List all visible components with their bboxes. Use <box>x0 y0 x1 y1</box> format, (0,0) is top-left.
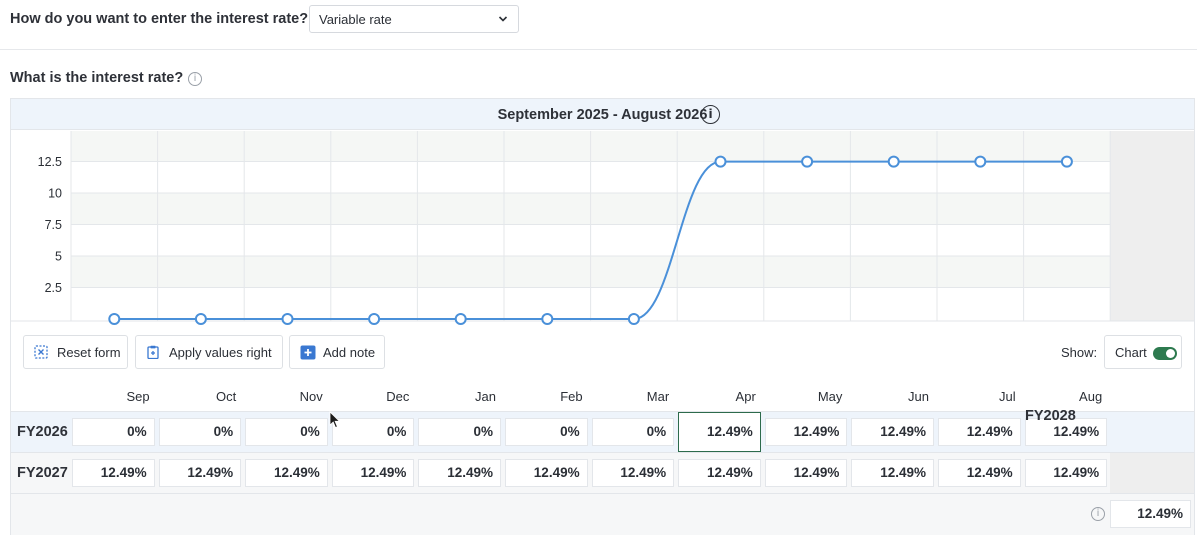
apply-values-right-button[interactable]: Apply values right <box>135 335 283 369</box>
rate-cell[interactable]: 0% <box>418 418 501 446</box>
rate-cell[interactable]: 12.49% <box>851 418 934 446</box>
add-note-label: Add note <box>323 344 376 360</box>
mouse-cursor-icon <box>329 411 341 429</box>
month-header: Aug <box>1079 389 1103 404</box>
month-header: Dec <box>386 389 410 404</box>
rate-cell[interactable]: 12.49% <box>245 459 328 487</box>
rate-cell[interactable]: 12.49% <box>851 459 934 487</box>
y-tick-label: 12.5 <box>38 155 62 169</box>
reset-form-button[interactable]: Reset form <box>23 335 128 369</box>
fy2028-info-icon[interactable]: i <box>1091 507 1105 521</box>
month-header: Sep <box>126 389 150 404</box>
rate-entry-question: How do you want to enter the interest ra… <box>10 11 309 27</box>
clipboard-icon <box>146 345 160 360</box>
y-tick-label: 5 <box>55 250 62 264</box>
rate-cell[interactable]: 0% <box>72 418 155 446</box>
rate-cell[interactable]: 12.49% <box>678 412 761 452</box>
month-header: Jan <box>475 389 496 404</box>
data-point[interactable] <box>627 313 640 325</box>
rate-cell[interactable]: 12.49% <box>505 459 588 487</box>
rate-cell[interactable]: 0% <box>591 418 675 446</box>
rate-cell[interactable]: 12.49% <box>591 459 675 487</box>
chart-toggle[interactable]: Chart <box>1104 335 1182 369</box>
data-point[interactable] <box>974 155 987 168</box>
rate-cell[interactable]: 12.49% <box>764 459 848 487</box>
rate-cell[interactable]: 12.49% <box>678 459 761 487</box>
toggle-knob <box>1166 349 1175 358</box>
rate-cell[interactable]: 12.49% <box>72 459 155 487</box>
info-icon[interactable]: i <box>188 72 202 86</box>
out-of-range-area <box>1110 131 1194 321</box>
rate-cell[interactable]: 0% <box>245 418 328 446</box>
month-header: Jun <box>908 389 929 404</box>
month-header: Feb <box>560 389 583 404</box>
data-point[interactable] <box>1060 155 1073 168</box>
rate-cell[interactable]: 12.49% <box>938 459 1021 487</box>
month-header: Jul <box>998 389 1016 404</box>
rate-entry-row: How do you want to enter the interest ra… <box>0 0 1197 50</box>
rate-entry-selected-value: Variable rate <box>319 12 392 27</box>
rate-cell[interactable]: 12.49% <box>418 459 501 487</box>
data-point[interactable] <box>108 313 121 325</box>
data-point[interactable] <box>368 313 381 325</box>
fy-row-label: FY2027 <box>17 465 68 481</box>
fy2028-label: FY2028 <box>1025 408 1076 424</box>
rate-entry-select[interactable]: Variable rate <box>309 5 519 33</box>
rate-cell[interactable]: 12.49% <box>938 418 1021 446</box>
interest-rate-panel: September 2025 - August 2026 i 2.5 5 7.5 10… <box>10 98 1195 535</box>
month-header: May <box>817 389 843 404</box>
fy2028-value-cell[interactable]: 12.49% <box>1110 500 1191 528</box>
show-label: Show: <box>1061 345 1098 360</box>
data-point[interactable] <box>714 155 727 168</box>
row-tail <box>1110 453 1194 493</box>
month-header: Nov <box>299 389 323 404</box>
data-point[interactable] <box>454 313 467 325</box>
month-header: Apr <box>735 389 756 404</box>
reset-form-label: Reset form <box>57 344 121 360</box>
fy2028-row <box>11 493 1194 535</box>
data-point[interactable] <box>801 155 814 168</box>
reset-icon <box>34 345 48 359</box>
data-point[interactable] <box>541 313 554 325</box>
rate-cell[interactable]: 0% <box>158 418 242 446</box>
data-point[interactable] <box>887 155 900 168</box>
chart-toggle-switch[interactable] <box>1153 347 1177 360</box>
period-info-icon[interactable]: i <box>701 105 720 124</box>
rate-cell[interactable]: 12.49% <box>1024 418 1108 446</box>
y-tick-label: 10 <box>48 187 62 201</box>
fy-row: FY2027 12.49% 12.49% 12.49% 12.49% 12.49% 12.4… <box>11 452 1194 493</box>
period-header: September 2025 - August 2026 i <box>11 99 1194 130</box>
rate-cell[interactable]: 12.49% <box>1024 459 1108 487</box>
data-point[interactable] <box>281 313 294 325</box>
rate-cell[interactable]: 12.49% <box>764 418 848 446</box>
interest-rate-question: What is the interest rate? <box>10 70 184 86</box>
apply-values-right-label: Apply values right <box>169 344 272 360</box>
add-note-button[interactable]: Add note <box>289 335 385 369</box>
rate-cell[interactable]: 12.49% <box>158 459 242 487</box>
add-note-icon <box>300 345 316 360</box>
month-header: Mar <box>646 389 670 404</box>
data-point[interactable] <box>194 313 207 325</box>
y-tick-label: 7.5 <box>45 218 62 232</box>
rate-cell[interactable]: 0% <box>331 418 415 446</box>
y-tick-label: 2.5 <box>45 281 62 295</box>
interest-rate-chart[interactable]: 2.5 5 7.5 10 12.5 <box>11 99 1194 329</box>
chevron-down-icon <box>498 16 508 22</box>
rate-cell[interactable]: 0% <box>505 418 588 446</box>
month-header: Oct <box>215 389 237 404</box>
rate-cell[interactable]: 12.49% <box>331 459 415 487</box>
period-label: September 2025 - August 2026 <box>11 107 1194 123</box>
fy-row-label: FY2026 <box>17 424 68 440</box>
fy-row: FY2026 0% 0% 0% 0% 0% 0% 0% 12.49% 12.49% 12.49% 12… <box>11 411 1194 452</box>
period-label-text: September 2025 - August 2026 <box>497 107 708 123</box>
chart-toggle-label: Chart <box>1115 345 1147 360</box>
